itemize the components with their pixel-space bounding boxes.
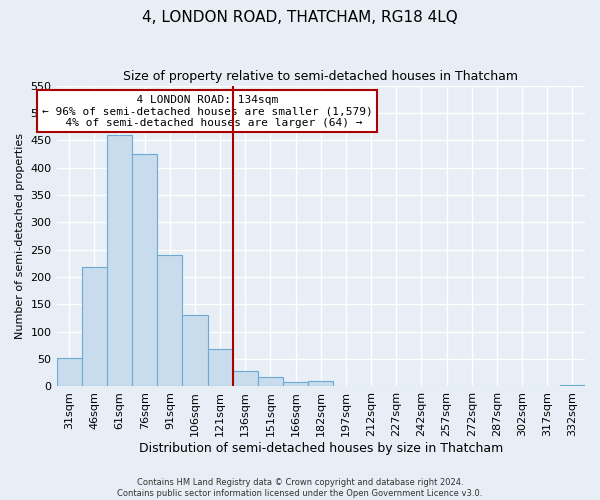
Bar: [182, 316, 208, 386]
Text: 4 LONDON ROAD: 134sqm  
← 96% of semi-detached houses are smaller (1,579)
  4% o: 4 LONDON ROAD: 134sqm ← 96% of semi-deta…: [42, 94, 373, 128]
Bar: [233, 371, 258, 386]
Bar: [208, 350, 233, 387]
Bar: [82, 267, 107, 386]
Bar: [258, 376, 283, 386]
Text: Contains HM Land Registry data © Crown copyright and database right 2024.
Contai: Contains HM Land Registry data © Crown c…: [118, 478, 482, 498]
Bar: [308, 381, 334, 386]
Bar: [56, 358, 82, 386]
Title: Size of property relative to semi-detached houses in Thatcham: Size of property relative to semi-detach…: [123, 70, 518, 83]
Text: 4, LONDON ROAD, THATCHAM, RG18 4LQ: 4, LONDON ROAD, THATCHAM, RG18 4LQ: [142, 10, 458, 25]
Y-axis label: Number of semi-detached properties: Number of semi-detached properties: [15, 133, 25, 339]
Bar: [107, 135, 132, 386]
Bar: [283, 382, 308, 386]
X-axis label: Distribution of semi-detached houses by size in Thatcham: Distribution of semi-detached houses by …: [139, 442, 503, 455]
Bar: [132, 154, 157, 386]
Bar: [560, 385, 585, 386]
Bar: [157, 255, 182, 386]
